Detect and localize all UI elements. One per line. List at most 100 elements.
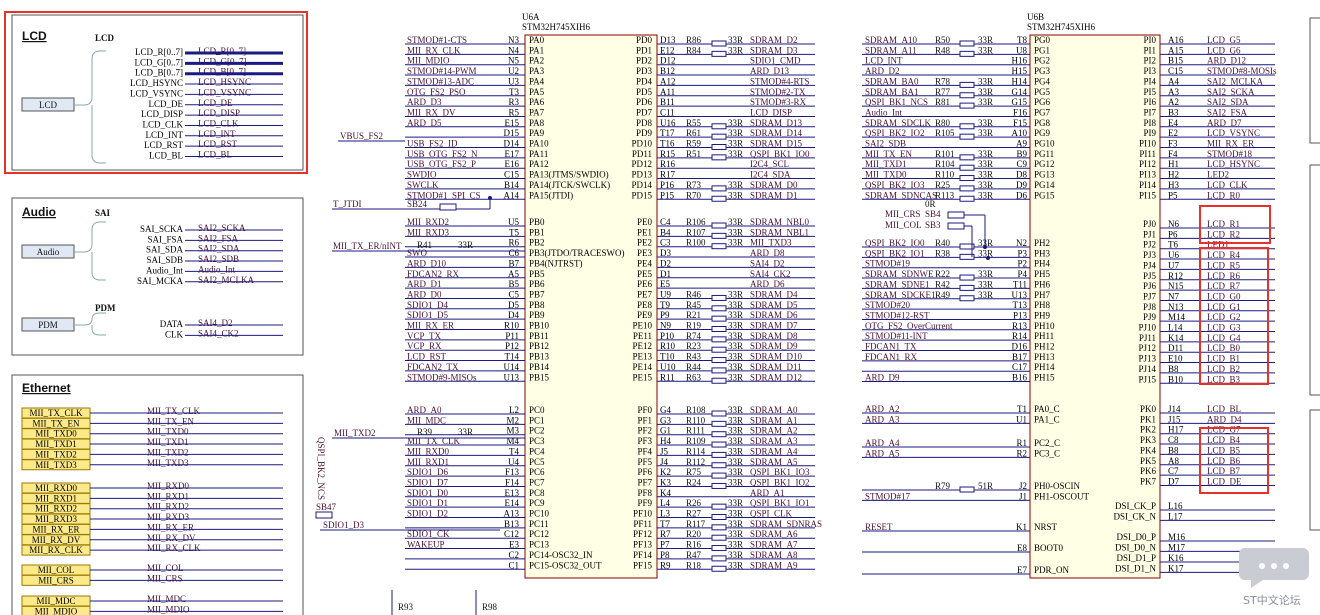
ball-number: K16 bbox=[1168, 553, 1184, 563]
ball-number: R15 bbox=[660, 149, 676, 159]
pin-name: PB3(JTDO/TRACESWO) bbox=[529, 248, 625, 258]
pin-name: PA4 bbox=[529, 76, 545, 86]
pin-name: PA7 bbox=[529, 107, 545, 117]
resistor bbox=[959, 175, 975, 182]
jumper bbox=[439, 203, 457, 211]
net-label: LCD_BL bbox=[1207, 404, 1241, 414]
pin-name: PI7 bbox=[1143, 107, 1156, 117]
pin-name: PC1 bbox=[529, 415, 545, 425]
ball-number: A14 bbox=[504, 190, 520, 200]
pin-name: PA3 bbox=[529, 66, 545, 76]
edge-panel bbox=[1309, 164, 1320, 396]
resistor-label: 33R bbox=[728, 529, 743, 539]
resistor bbox=[959, 81, 975, 88]
net-label: LCD_R2 bbox=[1207, 229, 1240, 239]
pin-name: PK6 bbox=[1140, 466, 1157, 476]
net-label: SDRAM_D12 bbox=[750, 372, 802, 382]
ball-number: R16 bbox=[660, 159, 676, 169]
block-label: PDM bbox=[38, 320, 58, 330]
net-label: T_JTDI bbox=[333, 199, 362, 209]
pin-name: PA14(JTCK/SWCLK) bbox=[529, 180, 610, 190]
resistor-label: 33R bbox=[728, 128, 743, 138]
net-label: QSPI_BK1_IO3 bbox=[750, 467, 810, 477]
port-label: MII_COL bbox=[38, 565, 75, 575]
brace bbox=[74, 221, 106, 281]
resistor bbox=[711, 133, 727, 140]
ball-number: E12 bbox=[660, 45, 675, 55]
pin-name: PK4 bbox=[1140, 445, 1157, 455]
port-label: LCD_B[0..7] bbox=[135, 68, 183, 78]
ball-number: N15 bbox=[1168, 281, 1184, 291]
resistor-label: R104 bbox=[935, 159, 955, 169]
net-label: SDRAM_D14 bbox=[750, 128, 803, 138]
net-label: VCP_TX bbox=[407, 331, 442, 341]
resistor bbox=[711, 185, 727, 192]
ball-number: H14 bbox=[1012, 76, 1028, 86]
ball-number: T6 bbox=[1168, 240, 1178, 250]
pin-name: PF9 bbox=[637, 498, 652, 508]
pin-name: PK3 bbox=[1140, 435, 1157, 445]
ball-number: A2 bbox=[1168, 97, 1179, 107]
ball-number: R13 bbox=[1012, 321, 1028, 331]
ball-number: R11 bbox=[660, 372, 675, 382]
net-label: LCD_HSYNC bbox=[1207, 159, 1260, 169]
resistor-label: R117 bbox=[686, 519, 706, 529]
net-label: QSPI_BK2_IO1 bbox=[865, 248, 925, 258]
ball-number: R12 bbox=[1168, 271, 1183, 281]
port-label: MII_TX_CLK bbox=[30, 408, 83, 418]
resistor-label: R51 bbox=[686, 149, 701, 159]
pin-name: PD2 bbox=[636, 56, 652, 66]
net-label: SDRAM_D4 bbox=[750, 289, 798, 299]
net-label: LCD_R5 bbox=[1207, 260, 1241, 270]
resistor-label: R73 bbox=[686, 180, 702, 190]
resistor-label: 33R bbox=[978, 149, 993, 159]
ball-number: C11 bbox=[660, 107, 675, 117]
pin-name: PD7 bbox=[636, 107, 653, 117]
ball-number: C17 bbox=[1012, 362, 1028, 372]
ball-number: R10 bbox=[504, 321, 520, 331]
resistor-label: R105 bbox=[935, 128, 955, 138]
ball-number: A9 bbox=[1016, 139, 1027, 149]
ball-number: H15 bbox=[1012, 66, 1028, 76]
net-label: LCD_DISP bbox=[198, 108, 240, 118]
ball-number: P6 bbox=[1168, 229, 1178, 239]
jumper-label: SB4 bbox=[925, 209, 941, 219]
footer: ST中文论坛 bbox=[1243, 593, 1301, 607]
port-label: MII_TXD0 bbox=[35, 429, 77, 439]
net-label: LED2 bbox=[1207, 170, 1229, 180]
net-label: MII_CRS bbox=[147, 573, 183, 583]
net-label: ARD_A4 bbox=[865, 438, 900, 448]
net-label: SDRAM_SDNCAS bbox=[865, 190, 937, 200]
resistor-label: 33R bbox=[728, 540, 743, 550]
pin-name: DSI_CK_P bbox=[1115, 501, 1156, 511]
pin-name: PJ9 bbox=[1143, 312, 1157, 322]
ball-number: B8 bbox=[1168, 364, 1179, 374]
pin-name: PH6 bbox=[1034, 279, 1051, 289]
resistor-label: R109 bbox=[686, 436, 706, 446]
net-label: LCD_B5 bbox=[1207, 445, 1241, 455]
port-label: SAI_SDA bbox=[146, 245, 184, 255]
ball-number: H1 bbox=[1168, 159, 1179, 169]
pin-name: PG1 bbox=[1034, 45, 1050, 55]
net-label: SDRAM_A8 bbox=[750, 550, 798, 560]
net-label: MII_MDC bbox=[147, 594, 186, 604]
resistor-label: R16 bbox=[686, 540, 702, 550]
highlight bbox=[4, 11, 308, 174]
net-label: SDIO1_D1 bbox=[407, 498, 448, 508]
pin-name: PG6 bbox=[1034, 97, 1051, 107]
lcd-panel bbox=[11, 14, 304, 171]
net-label: SDRAM_D10 bbox=[750, 352, 803, 362]
resistor-label: R22 bbox=[935, 269, 950, 279]
net-label: LED1 bbox=[1207, 240, 1229, 250]
panel-subtitle: PDM bbox=[95, 303, 116, 313]
resistor-label: 33R bbox=[728, 352, 743, 362]
resistor-label: R80 bbox=[935, 118, 951, 128]
pin-name: PJ11 bbox=[1139, 333, 1156, 343]
net-label: SWCLK bbox=[407, 180, 439, 190]
resistor-label: 33R bbox=[978, 269, 993, 279]
chip-part: STM32H745XIH6 bbox=[522, 22, 591, 32]
resistor bbox=[711, 357, 727, 364]
pin-name: PK1 bbox=[1140, 414, 1156, 424]
port-label: LCD_INT bbox=[146, 130, 184, 140]
vertical-net-label: QSPI_BK2_NCS bbox=[316, 437, 326, 500]
